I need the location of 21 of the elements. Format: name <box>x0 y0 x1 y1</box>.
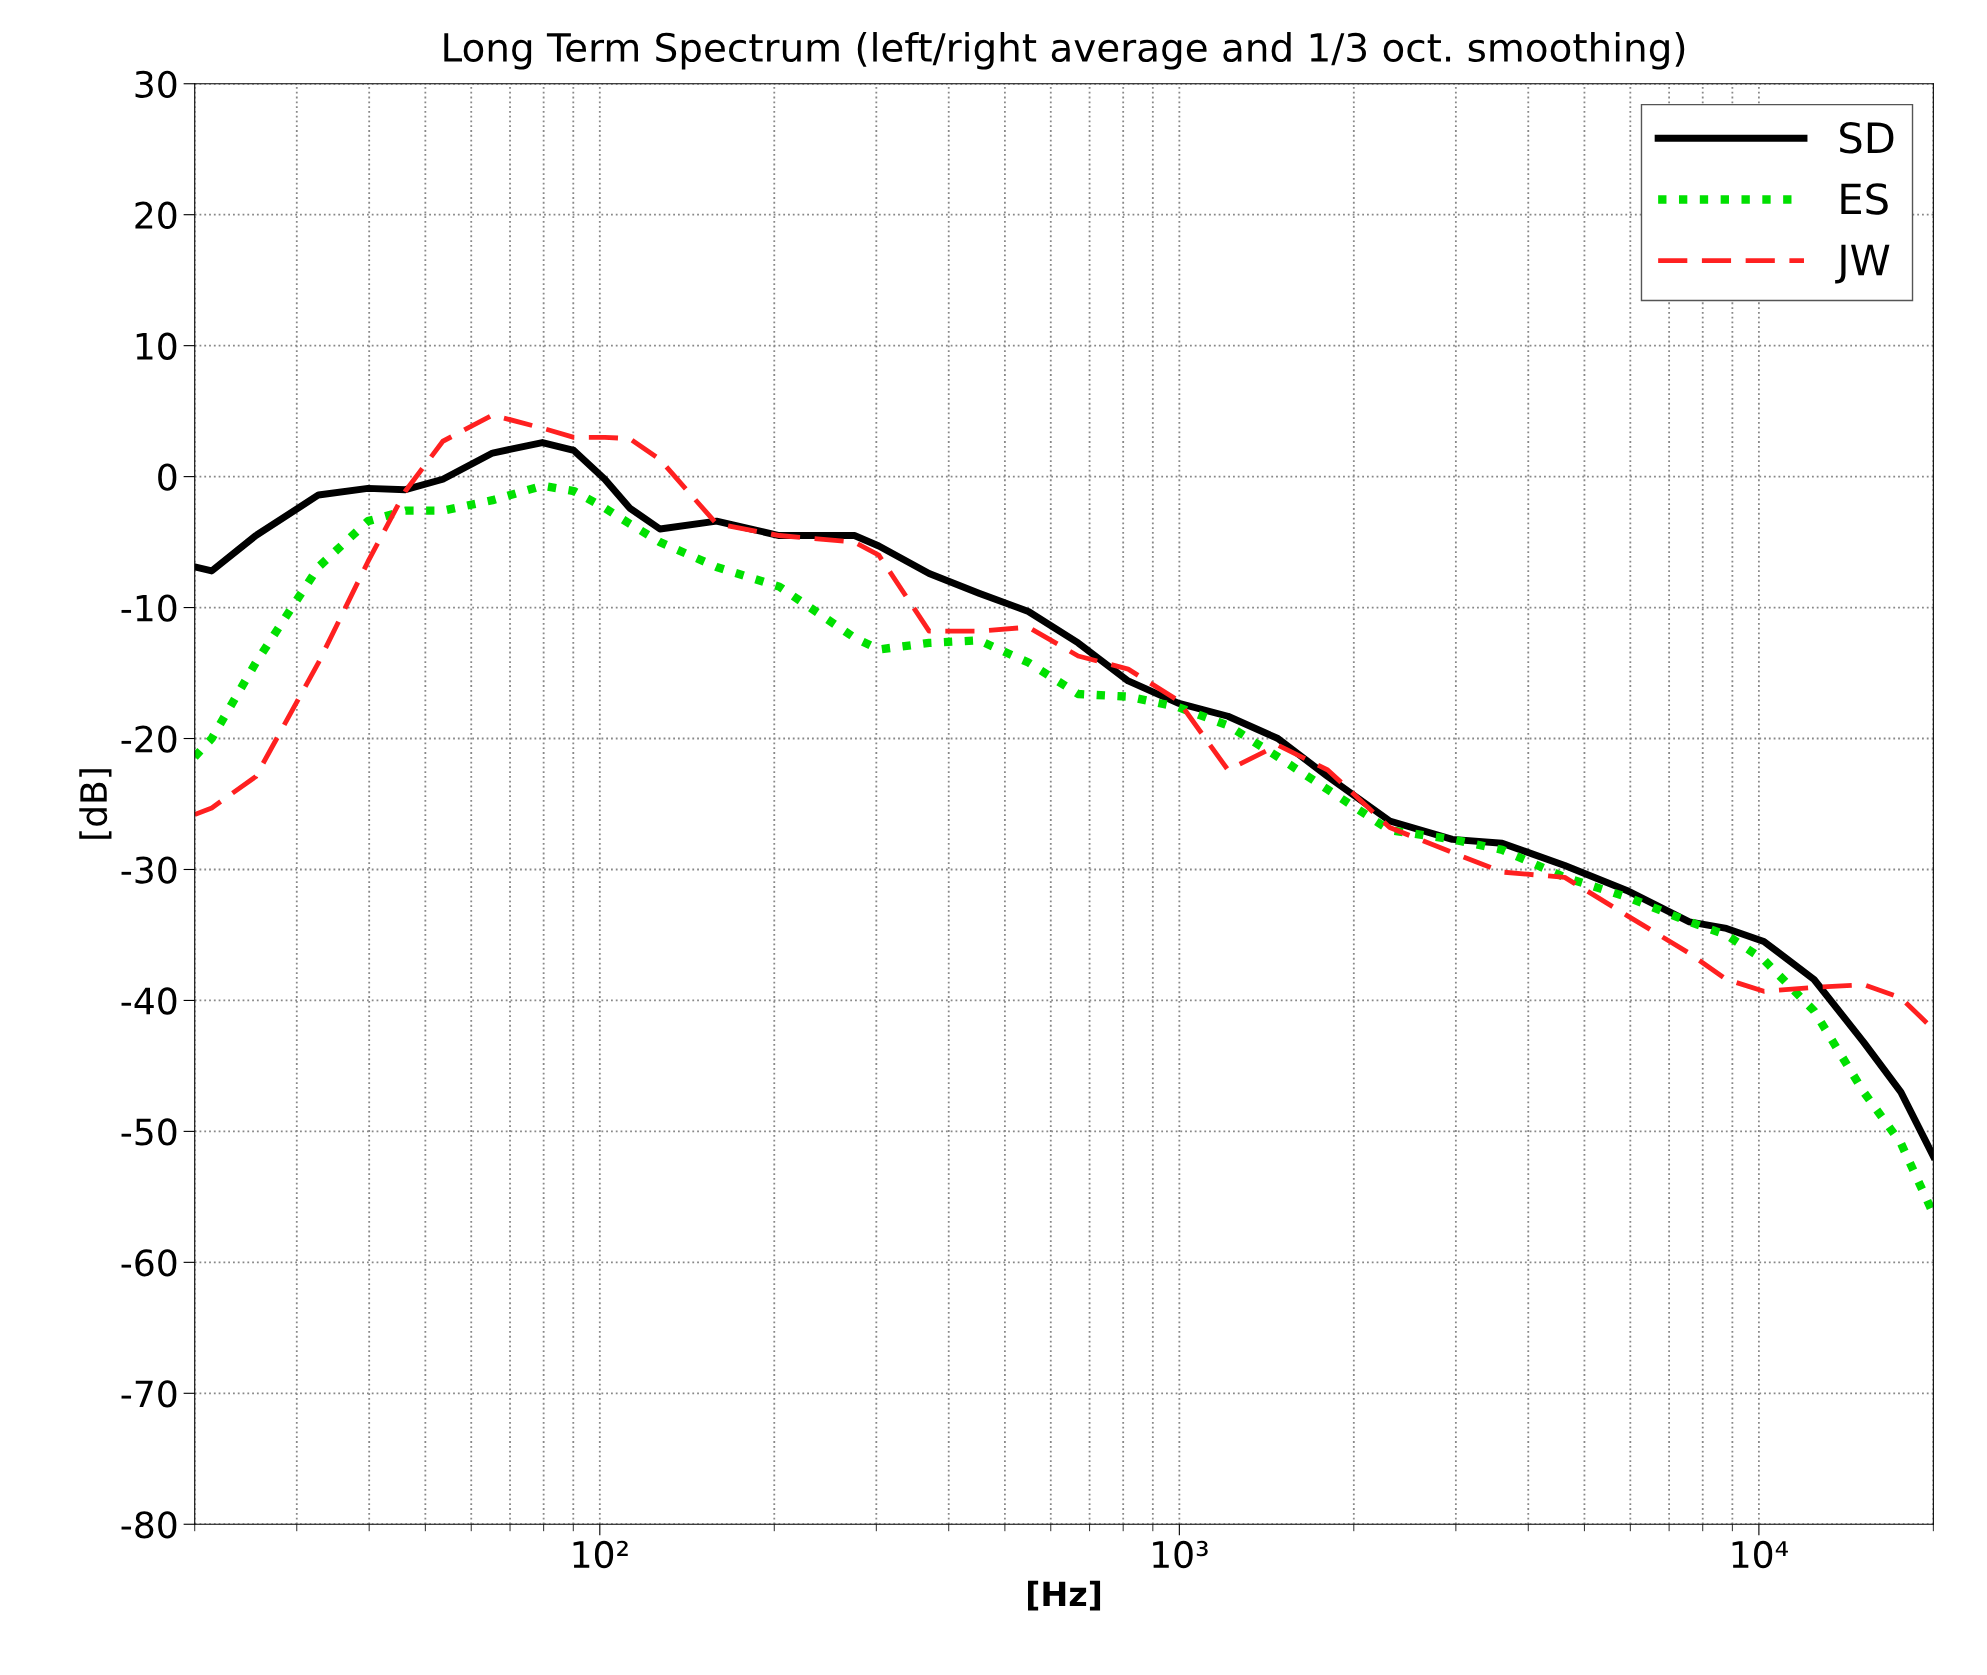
y-tick-label: -70 <box>121 1380 177 1408</box>
legend-label: ES <box>1841 183 1888 215</box>
chart-title: Long Term Spectrum (left/right average and 1/3 oct. smoothing) <box>444 31 1685 70</box>
x-tick-label: 10⁴ <box>1732 1540 1788 1569</box>
y-tick-label: 10 <box>136 332 177 360</box>
x-tick-label: 10² <box>573 1540 628 1569</box>
y-tick-label: 20 <box>135 201 177 229</box>
legend-label: SD <box>1840 121 1894 154</box>
y-tick-label: -30 <box>121 856 177 884</box>
y-tick-label: -10 <box>121 594 177 622</box>
y-axis-title: [dB] <box>79 769 112 839</box>
y-tick-label: -40 <box>121 987 177 1015</box>
y-tick-label: -80 <box>121 1511 177 1539</box>
x-tick-label: 10³ <box>1153 1540 1208 1569</box>
legend-label: JW <box>1835 244 1890 284</box>
y-tick-label: 0 <box>158 463 177 491</box>
y-tick-label: -20 <box>121 725 177 753</box>
y-tick-label: -50 <box>121 1118 177 1146</box>
y-tick-label: -60 <box>121 1249 177 1277</box>
y-tick-label: 30 <box>135 70 177 98</box>
x-axis-title: [Hz] <box>1028 1580 1101 1611</box>
